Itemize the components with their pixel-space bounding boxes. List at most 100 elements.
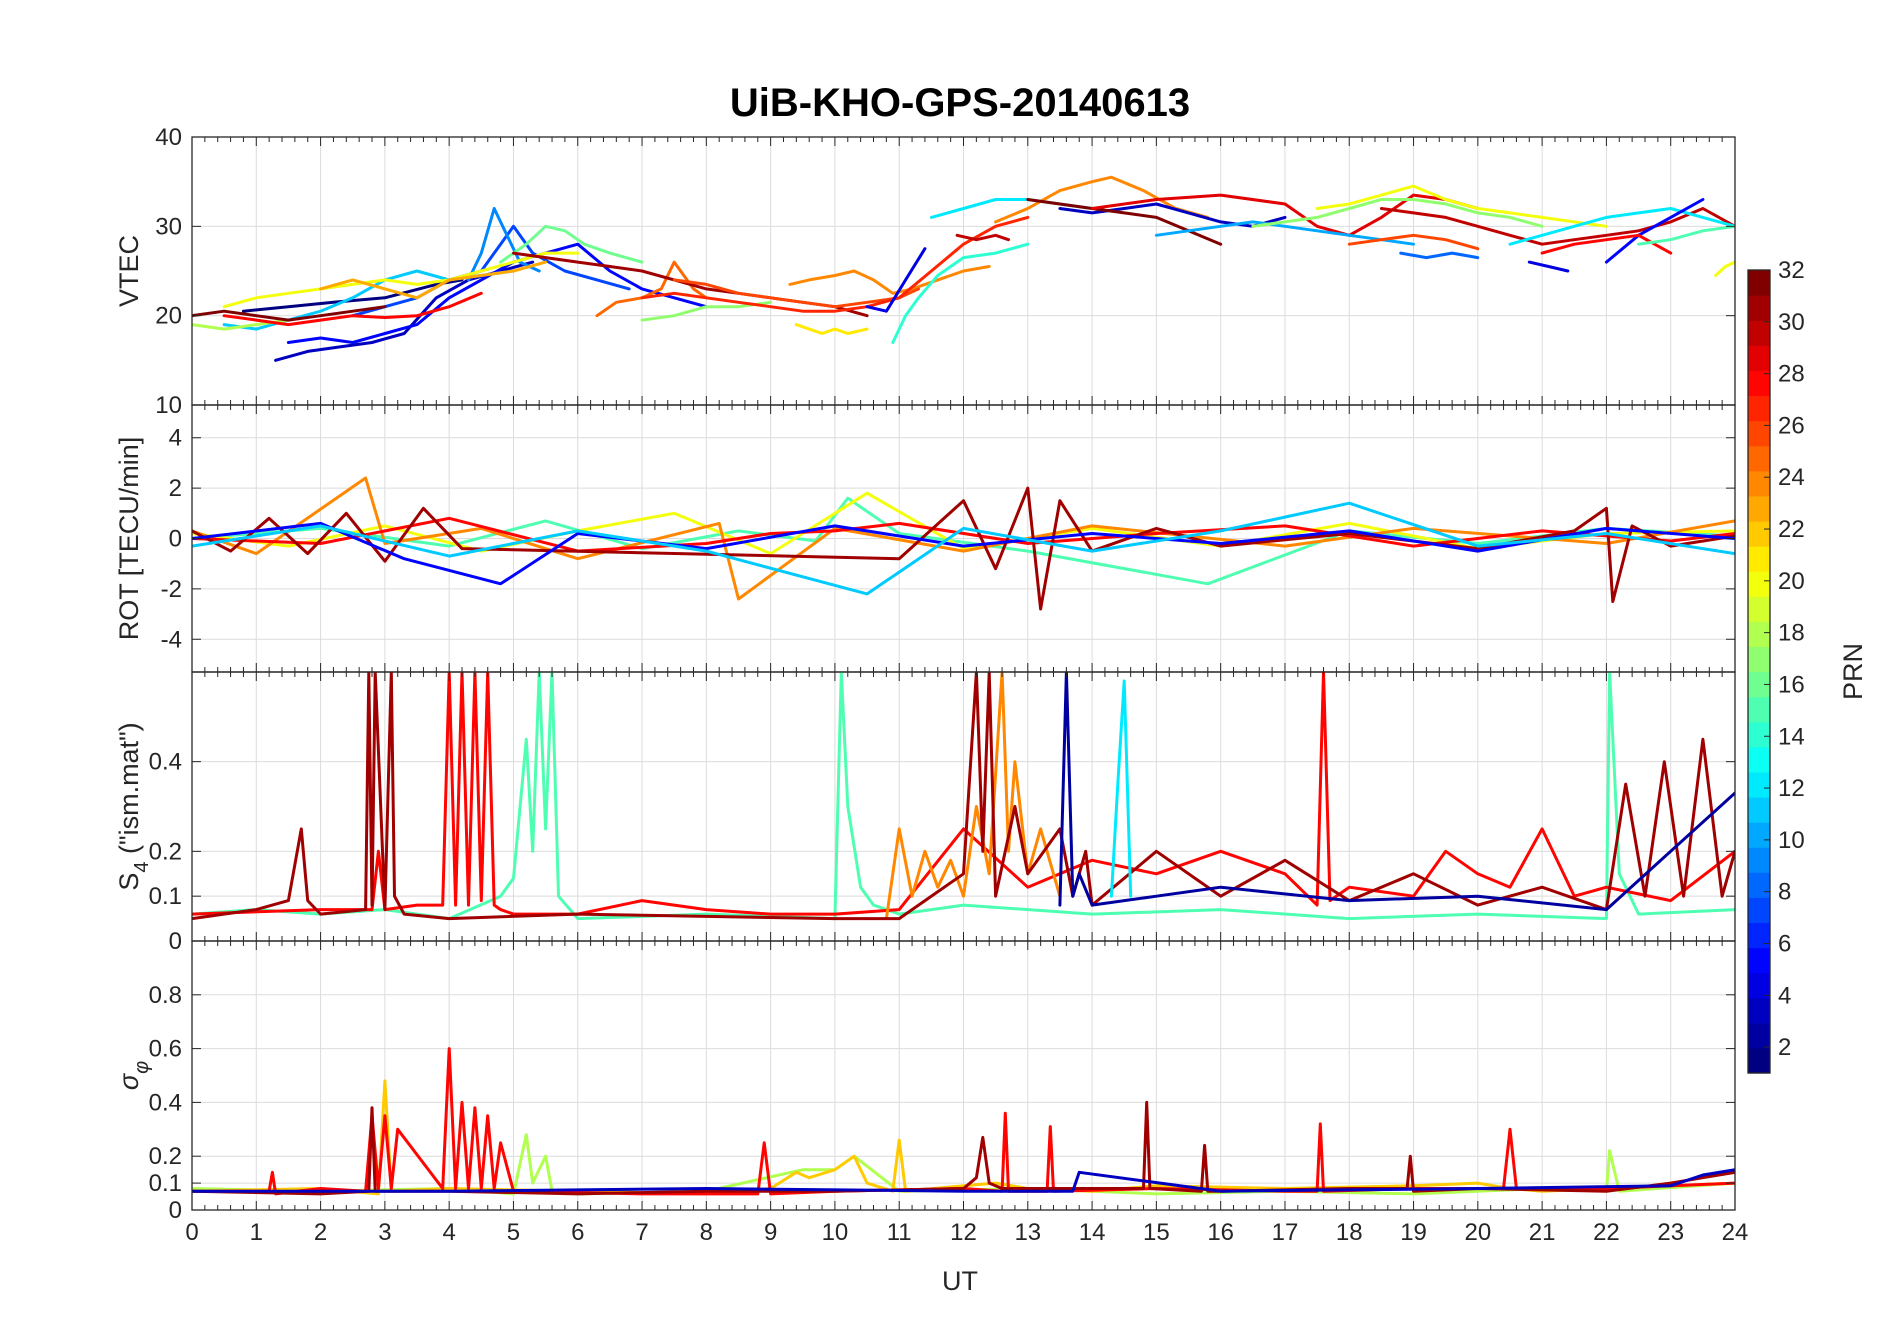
x-tick-label: 21: [1529, 1219, 1556, 1246]
x-tick-label: 4: [442, 1219, 455, 1246]
colorbar-swatch: [1748, 596, 1770, 622]
y-axis-label: ROT [TECU/min]: [114, 437, 144, 641]
colorbar-swatch: [1748, 922, 1770, 949]
x-tick-label: 10: [822, 1219, 849, 1246]
colorbar-swatch: [1748, 621, 1770, 648]
x-tick-label: 13: [1014, 1219, 1041, 1246]
y-tick-label: 0.1: [149, 1170, 182, 1197]
x-tick-label: 0: [185, 1219, 198, 1246]
series-line-prn-28: [192, 672, 1735, 916]
series-line-prn-24: [884, 672, 1062, 921]
y-tick-label: 30: [155, 213, 182, 240]
colorbar-tick-label: 10: [1778, 827, 1805, 854]
y-tick-label: 0.6: [149, 1036, 182, 1063]
x-tick-labels: 0 1 2 3 4 5 6 7 8 9 10 11 12 13 14 15 16 17 18 19 20 21 22 23 24: [185, 1219, 1748, 1246]
colorbar-tick-label: 4: [1778, 982, 1791, 1009]
y-tick-label: 0.4: [149, 1089, 182, 1116]
y-tick-label: 0: [169, 928, 182, 955]
colorbar-swatch: [1748, 420, 1770, 447]
series-line-prn-20: [192, 491, 1735, 556]
y-tick-label: 20: [155, 303, 182, 330]
x-tick-label: 5: [507, 1219, 520, 1246]
panel-rot: -4 -2 0 2 4 ROT [TECU/min]: [114, 404, 1736, 673]
colorbar-frame: [1747, 269, 1771, 1074]
y-axis-label: VTEC: [114, 235, 144, 307]
series-line-prn-31: [192, 672, 1735, 921]
colorbar-swatch: [1748, 997, 1770, 1024]
x-tick-label: 20: [1464, 1219, 1491, 1246]
colorbar-tick-label: 30: [1778, 309, 1805, 336]
y-tick-label: 4: [169, 425, 182, 452]
series-line-prn-29: [1090, 193, 1480, 237]
colorbar-swatch: [1748, 295, 1770, 321]
y-tick-label: 0: [169, 1197, 182, 1224]
x-tick-label: 8: [700, 1219, 713, 1246]
series-line-prn-7: [351, 224, 631, 318]
colorbar-swatch: [1748, 345, 1770, 371]
x-tick-label: 12: [950, 1219, 977, 1246]
x-tick-label: 23: [1657, 1219, 1684, 1246]
colorbar-tick-label: 24: [1778, 464, 1805, 491]
x-tick-label: 18: [1336, 1219, 1363, 1246]
series-line-prn-5: [192, 521, 1735, 586]
panel-vtec: 10 20 30 40 VTEC: [114, 124, 1736, 419]
series-line-prn-21: [794, 323, 869, 335]
x-tick-label: 24: [1722, 1219, 1749, 1246]
series-line-prn-9: [467, 207, 541, 282]
colorbar-swatch: [1748, 546, 1770, 572]
x-tick-label: 3: [378, 1219, 391, 1246]
x-tick-label: 15: [1143, 1219, 1170, 1246]
series-line-prn-5: [1604, 198, 1705, 264]
colorbar-swatch: [1748, 646, 1770, 673]
y-tick-label: 0.2: [149, 1143, 182, 1170]
series-line-prn-3: [192, 1168, 1735, 1193]
colorbar-tick-label: 2: [1778, 1034, 1791, 1061]
y-axis-label: S4 ("ism.mat"): [114, 722, 153, 890]
series-line-prn-25: [595, 260, 708, 318]
colorbar-swatch: [1748, 972, 1770, 999]
series-line-prn-31: [192, 486, 1735, 611]
series-line-prn-30: [955, 233, 1010, 242]
series-line-prn-32: [192, 305, 387, 322]
x-tick-label: 14: [1079, 1219, 1106, 1246]
colorbar-swatch: [1748, 897, 1770, 924]
colorbar-swatch: [1748, 796, 1770, 823]
panel-sigma_phi: 00.10.2 0.4 0.6 0.8 σφ: [114, 940, 1736, 1224]
series-line-prn-26: [1347, 233, 1480, 251]
series-group: [192, 1047, 1735, 1196]
x-tick-label: 2: [314, 1219, 327, 1246]
panel-s4: 0 0.1 0.2 0.4S4 ("ism.mat"): [114, 671, 1736, 955]
y-tick-label: 0.8: [149, 982, 182, 1009]
y-tick-label: -2: [161, 576, 182, 603]
colorbar-tick-label: 28: [1778, 361, 1805, 388]
colorbar-tick-label: 20: [1778, 568, 1805, 595]
series-line-prn-11: [192, 501, 1735, 596]
series-group: [192, 175, 1735, 362]
series-line-prn-28: [192, 516, 1735, 553]
x-tick-label: 7: [635, 1219, 648, 1246]
x-tick-label: 19: [1400, 1219, 1427, 1246]
colorbar-swatch: [1748, 822, 1770, 848]
series-line-prn-23: [319, 260, 548, 300]
colorbar-swatch: [1748, 1047, 1770, 1074]
series-line-prn-27: [640, 215, 1030, 313]
x-tick-label: 11: [887, 1219, 912, 1246]
y-tick-label: 40: [155, 124, 182, 151]
series-line-prn-17: [1251, 198, 1544, 228]
colorbar-swatch: [1748, 320, 1770, 346]
colorbar-swatch: [1748, 771, 1770, 798]
series-line-prn-12: [1508, 207, 1735, 246]
series-line-prn-16: [499, 224, 644, 264]
series-line-prn-10: [1154, 220, 1415, 246]
series-line-prn-5: [286, 242, 708, 344]
series-group: [192, 476, 1735, 611]
colorbar-tick-label: 22: [1778, 516, 1805, 543]
colorbar-swatch: [1748, 495, 1770, 522]
y-tick-label: -4: [161, 626, 182, 653]
colorbar-tick-label: 18: [1778, 620, 1805, 647]
colorbar-tick-label: 12: [1778, 775, 1805, 802]
series-line-prn-4: [865, 247, 927, 313]
colorbar-tick-label: 8: [1778, 879, 1791, 906]
x-tick-label: 22: [1593, 1219, 1620, 1246]
